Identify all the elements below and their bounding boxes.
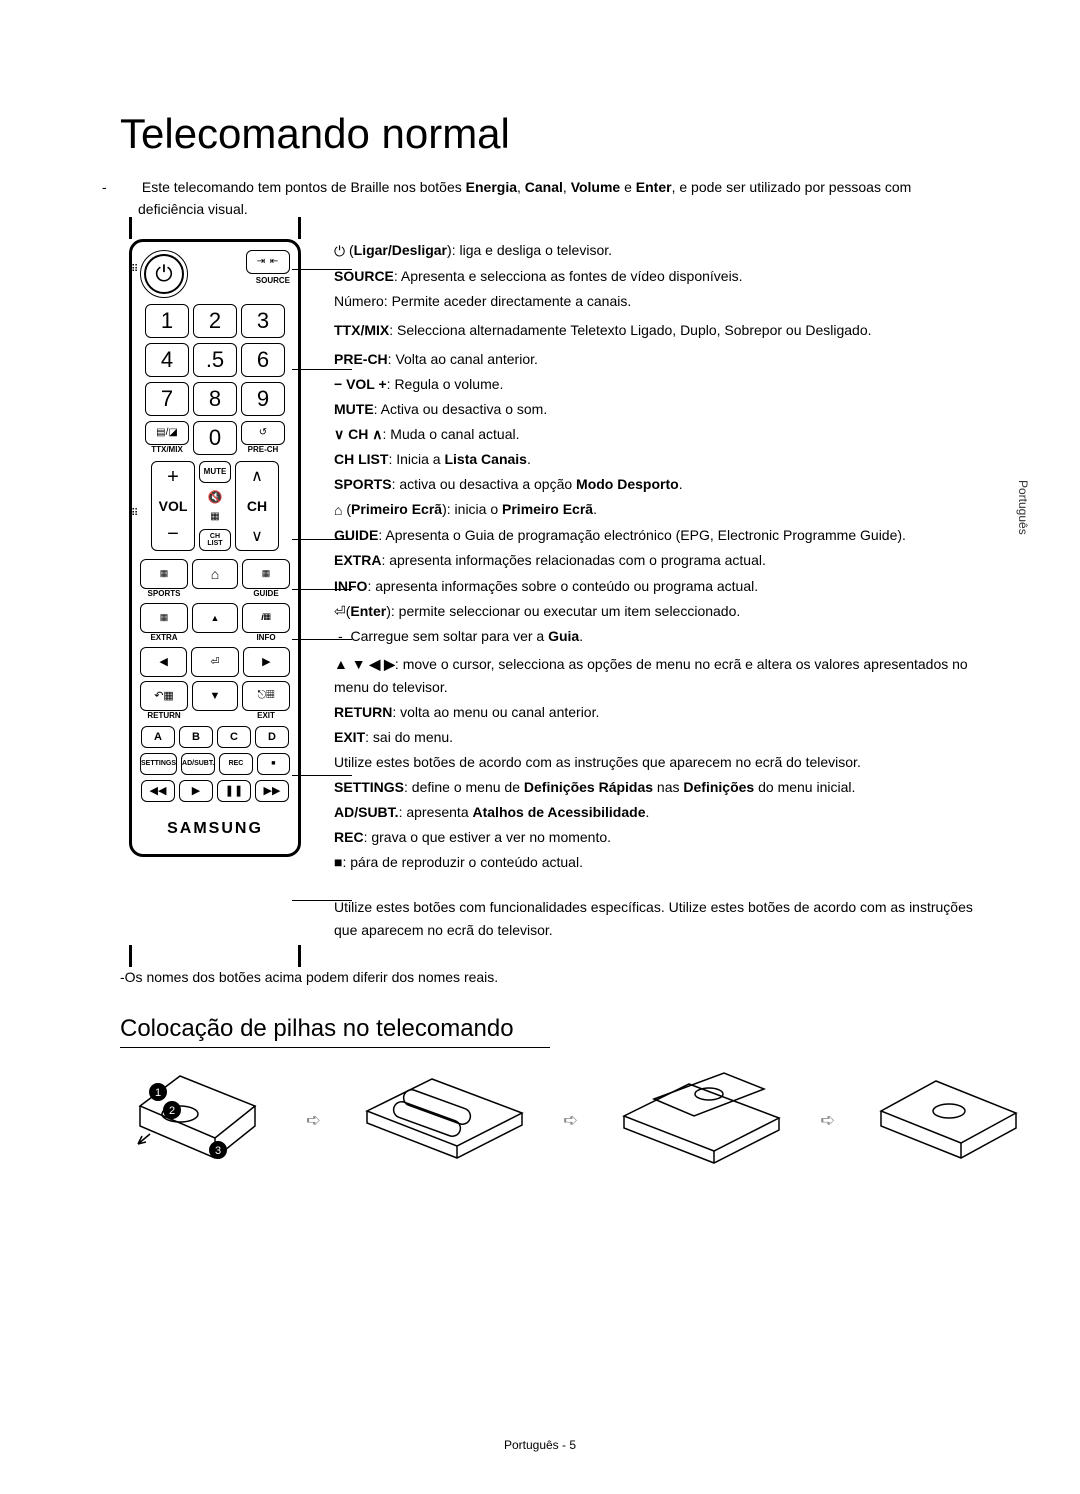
rewind-button: ◀◀ (141, 780, 175, 802)
num-5: .5 (193, 343, 237, 377)
info-button: 𝒊▦ (242, 603, 290, 633)
up-button: ▲ (192, 603, 238, 633)
source-button: ⇥ ⇤ (246, 250, 290, 274)
battery-step-3 (614, 1071, 784, 1171)
power-button: ⏻ (140, 250, 188, 298)
intro-text: - Este telecomando tem pontos de Braille… (120, 176, 980, 221)
prech-button: ↺ (241, 421, 285, 445)
arrow-icon: ➪ (306, 1110, 321, 1131)
num-4: 4 (145, 343, 189, 377)
down-button: ▼ (192, 681, 238, 711)
battery-step-2 (357, 1071, 527, 1171)
color-c: C (217, 726, 251, 748)
stop-button: ■ (257, 753, 290, 775)
sports-button: ▦ (140, 559, 188, 589)
svg-text:1: 1 (155, 1087, 161, 1099)
guide-button: ▦ (242, 559, 290, 589)
right-button: ▶ (243, 647, 290, 677)
prech-label: PRE-CH (248, 445, 279, 454)
num-9: 9 (241, 382, 285, 416)
home-button: ⌂ (192, 559, 238, 589)
num-3: 3 (241, 304, 285, 338)
page-title: Telecomando normal (120, 110, 980, 158)
num-0: 0 (193, 421, 237, 455)
pause-button: ❚❚ (217, 780, 251, 802)
arrow-icon: ➪ (820, 1110, 835, 1131)
adsubt-button: AD/SUBT. (181, 753, 215, 775)
ttx-label: TTX/MIX (151, 445, 183, 454)
vol-rocker: + VOL − (151, 461, 195, 551)
rec-button: REC (219, 753, 252, 775)
svg-text:2: 2 (169, 1105, 175, 1117)
chlist-button: CHLIST (199, 529, 231, 551)
num-6: 6 (241, 343, 285, 377)
ch-rocker: ∧ CH ∨ (235, 461, 279, 551)
section2-title: Colocação de pilhas no telecomando (120, 1015, 550, 1048)
svg-text:3: 3 (215, 1145, 221, 1157)
num-8: 8 (193, 382, 237, 416)
enter-button: ⏎ (191, 647, 238, 677)
play-button: ▶ (179, 780, 213, 802)
footnote: -Os nomes dos botões acima podem diferir… (120, 969, 980, 985)
remote-diagram: ⠿ ⠿ ⏻ ⇥ ⇤ SOURCE 123 4.56 789 ▤/◪ TTX/MI… (120, 239, 310, 945)
color-d: D (255, 726, 289, 748)
power-icon: ⏻ (334, 240, 345, 263)
battery-step-4 (871, 1071, 1021, 1171)
source-label: SOURCE (256, 276, 290, 285)
ffwd-button: ▶▶ (255, 780, 289, 802)
mute-button: MUTE (199, 461, 231, 483)
page-footer: Português - 5 (0, 1438, 1080, 1452)
arrow-icon: ➪ (563, 1110, 578, 1131)
side-language-label: Português (1016, 480, 1030, 535)
extra-button: ▦ (140, 603, 188, 633)
descriptions: ⏻ (Ligar/Desligar): liga e desliga o tel… (334, 239, 980, 945)
color-a: A (141, 726, 175, 748)
left-button: ◀ (140, 647, 187, 677)
enter-icon: ⏎ (334, 600, 346, 623)
num-7: 7 (145, 382, 189, 416)
color-b: B (179, 726, 213, 748)
settings-button: SETTINGS (140, 753, 177, 775)
num-2: 2 (193, 304, 237, 338)
num-1: 1 (145, 304, 189, 338)
brand-logo: SAMSUNG (140, 820, 290, 838)
battery-step-1: 1 2 3 (120, 1066, 270, 1176)
battery-diagram-row: 1 2 3 ➪ ➪ ➪ (120, 1066, 980, 1176)
return-button: ↶▦ (140, 681, 188, 711)
ttx-button: ▤/◪ (145, 421, 189, 445)
home-icon: ⌂ (334, 499, 342, 522)
exit-button: ⎋▦ (242, 681, 290, 711)
